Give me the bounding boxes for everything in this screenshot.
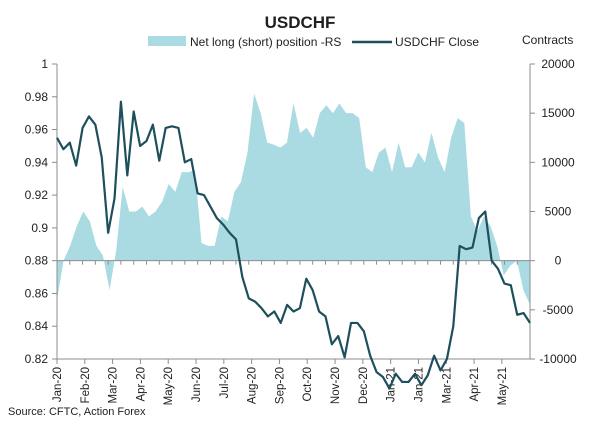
left-tick-label: 0.98 <box>25 90 49 104</box>
source-note: Source: CFTC, Action Forex <box>8 406 146 418</box>
right-tick-label: 5000 <box>545 205 572 219</box>
x-tick-label: Feb-20 <box>80 367 92 403</box>
left-tick-label: 0.94 <box>25 155 49 169</box>
x-tick-label: Apr-21 <box>469 367 481 402</box>
net-position-area <box>57 93 530 305</box>
x-tick-label: May-20 <box>163 367 175 405</box>
x-tick-label: Nov-20 <box>330 367 342 404</box>
left-tick-label: 0.92 <box>25 188 49 202</box>
right-tick-label: 15000 <box>541 106 575 120</box>
chart-title: USDCHF <box>265 13 336 32</box>
x-tick-label: Jun-20 <box>191 367 203 402</box>
legend-line-label: USDCHF Close <box>395 35 479 49</box>
left-tick-label: 1 <box>41 57 48 71</box>
x-tick-label: May-21 <box>497 367 509 405</box>
plot-area: 0.82 0.84 0.86 0.88 0.9 0.92 0.94 0.96 0.98 1 -100… <box>25 57 577 405</box>
left-tick-label: 0.88 <box>25 254 49 268</box>
left-tick-label: 0.82 <box>25 352 49 366</box>
legend-area-swatch <box>148 36 186 46</box>
left-tick-label: 0.86 <box>25 286 49 300</box>
x-tick-label: Mar-21 <box>441 367 453 403</box>
x-tick-label: Mar-20 <box>108 367 120 403</box>
x-tick-label: Apr-20 <box>135 367 147 402</box>
x-tick-label: Aug-20 <box>247 367 259 404</box>
right-axis-label: Contracts <box>522 33 573 47</box>
left-tick-label: 0.84 <box>25 319 49 333</box>
left-tick-label: 0.9 <box>31 221 48 235</box>
x-tick-label: Sep-20 <box>274 367 286 404</box>
x-tick-label: Dec-20 <box>358 367 370 404</box>
legend-area-label: Net long (short) position -RS <box>190 35 341 49</box>
x-tick-label: Jul-20 <box>219 367 231 398</box>
left-tick-label: 0.96 <box>25 123 49 137</box>
right-tick-label: 10000 <box>541 155 575 169</box>
x-tick-label: Jan-21 <box>414 367 426 402</box>
x-tick-label: Jan-20 <box>52 367 64 402</box>
right-tick-label: 0 <box>555 254 562 268</box>
right-tick-label: -10000 <box>539 352 577 366</box>
right-tick-label: -5000 <box>543 303 574 317</box>
usdchf-close-line <box>56 100 531 390</box>
x-tick-label: Oct-20 <box>302 367 314 402</box>
right-tick-label: 20000 <box>541 57 575 71</box>
legend: Net long (short) position -RS USDCHF Clo… <box>148 35 479 49</box>
